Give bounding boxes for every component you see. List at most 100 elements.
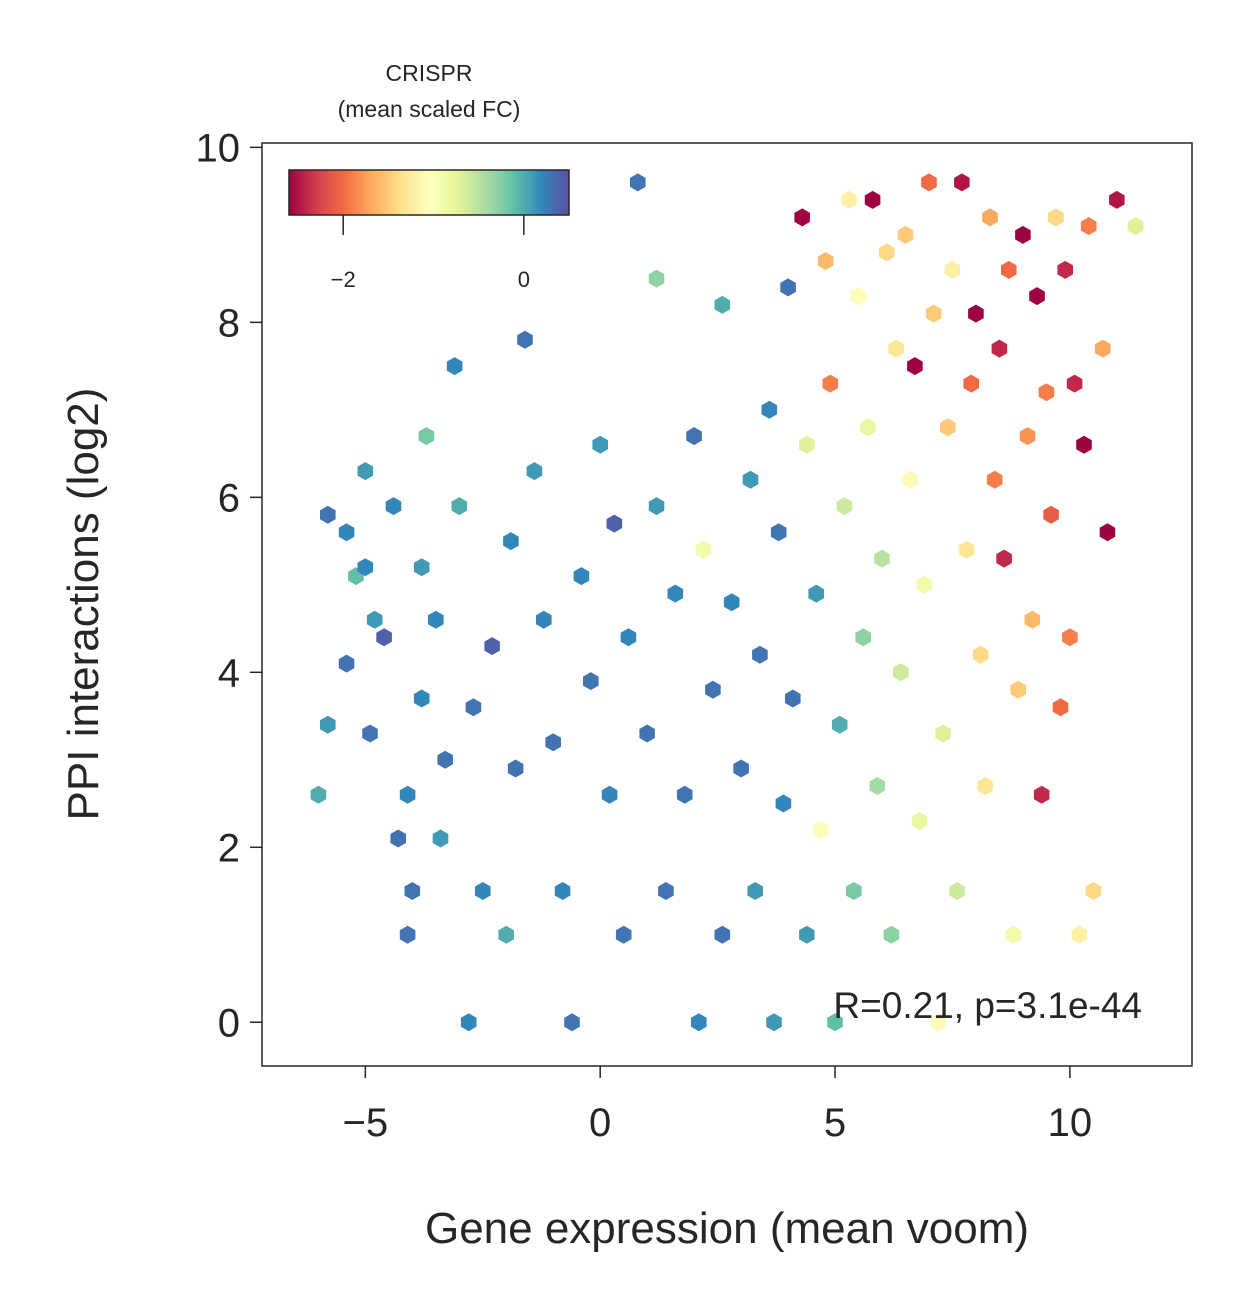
hexbin-cell <box>1048 208 1064 227</box>
colorbar-tick-label: 0 <box>518 267 530 292</box>
hexbin-cell <box>1043 505 1059 524</box>
hexbin-cell <box>376 628 392 647</box>
y-tick-label: 6 <box>218 476 240 520</box>
hexbin-cell <box>907 357 923 376</box>
hexbin-cell <box>583 672 599 691</box>
hexbin-cell <box>958 540 975 559</box>
colorbar: CRISPR (mean scaled FC) −2 0 <box>288 60 570 292</box>
hexbin-cell <box>897 225 914 244</box>
hexbin-cell <box>648 497 665 516</box>
hexbin-cell <box>714 295 731 314</box>
hexbin-cell <box>1010 680 1026 699</box>
hexbin-cell <box>695 540 712 559</box>
hexbin-cell <box>935 724 951 743</box>
hexbin-cell <box>451 497 468 516</box>
hexbin-cell <box>1015 225 1031 244</box>
hexbin-cell <box>813 820 829 839</box>
y-tick-label: 4 <box>218 651 240 695</box>
hexbin-cell <box>385 497 402 516</box>
hexbin-cell <box>1085 882 1102 900</box>
hexbin-cell <box>799 925 815 944</box>
hexbin-cell <box>320 505 336 524</box>
hexbin-cell <box>620 628 637 647</box>
hexbin-cell <box>846 882 862 900</box>
hexbin-cell <box>714 925 731 944</box>
hexbin-cell <box>1001 260 1017 279</box>
hexbin-cell <box>780 278 796 297</box>
hexbin-cell <box>1029 287 1045 306</box>
x-tick-label: 10 <box>1048 1101 1093 1145</box>
hexbin-cell <box>1038 383 1055 402</box>
hexbin-cell <box>831 715 848 734</box>
y-tick-label: 8 <box>218 301 240 345</box>
hexbin-cell <box>925 304 942 323</box>
y-axis-ticks: 0 2 4 6 8 10 <box>196 126 262 1045</box>
hexbin-cell <box>432 829 449 848</box>
hexbin-cell <box>413 689 430 708</box>
colorbar-title-line1: CRISPR <box>386 60 473 86</box>
hexbin-cell <box>785 689 801 708</box>
hexbin-cell <box>836 497 853 516</box>
hexbin-cell <box>507 759 524 778</box>
x-tick-label: −5 <box>343 1101 389 1145</box>
hexbin-cell <box>723 593 740 612</box>
hexbin-cell <box>822 374 839 393</box>
colorbar-tick-label: −2 <box>331 267 356 292</box>
hexbin-cell <box>850 287 867 306</box>
hexbin-cell <box>968 304 984 323</box>
plot-frame <box>261 142 1193 1067</box>
hexbin-cell <box>592 435 608 454</box>
hexbin-cell <box>921 173 937 192</box>
hexbin-cell <box>770 523 787 542</box>
hexbin-cell <box>1080 217 1097 236</box>
hexbin-cell <box>418 427 435 446</box>
hexbin-cell <box>390 829 406 848</box>
hexbin-cell <box>517 330 533 349</box>
hexbin-cell <box>465 698 482 717</box>
hexbin-cell <box>841 190 857 209</box>
hexbin-cell <box>648 269 665 288</box>
hexbin-cell <box>991 339 1008 358</box>
hexbin-cell <box>573 567 590 586</box>
hexbin-cell <box>676 785 693 804</box>
hexbin-cell <box>1066 374 1083 393</box>
hexbin-cell <box>916 575 933 594</box>
hexbin-cell <box>883 925 900 944</box>
hexbin-cell <box>878 243 895 262</box>
hexbin-cell <box>766 1013 782 1032</box>
colorbar-ticks: −2 0 <box>331 215 530 292</box>
hexbin-cell <box>982 208 998 227</box>
y-tick-label: 2 <box>218 826 240 870</box>
hexbin-cell <box>775 794 792 813</box>
hexbin-cell <box>357 462 374 481</box>
hexbin-cell <box>615 925 632 944</box>
hexbin-cell <box>761 400 778 419</box>
hexbin-cell <box>954 173 970 192</box>
hexbin-cell <box>606 514 623 533</box>
hexbin-cell <box>564 1013 580 1032</box>
hexbin-cell <box>752 645 768 664</box>
hexbin-cell <box>630 173 646 192</box>
hexbin-cell <box>733 759 749 778</box>
hexbin-cell <box>799 435 815 454</box>
colorbar-title-line2: (mean scaled FC) <box>338 96 521 122</box>
hexbin-cell <box>1019 427 1036 446</box>
x-axis-label: Gene expression (mean voom) <box>425 1204 1029 1253</box>
hexbin-cell <box>686 427 702 446</box>
hexbin-cell <box>817 252 834 271</box>
hexbin-cell <box>399 785 416 804</box>
hexbin-cell <box>1005 925 1022 944</box>
x-tick-label: 5 <box>824 1101 846 1145</box>
hexbin-cell <box>639 724 655 743</box>
hexbin-cell <box>940 418 956 437</box>
hexbin-cell <box>475 882 491 900</box>
hexbin-cell <box>413 558 430 577</box>
hexbin-cell <box>930 1013 947 1032</box>
hexbin-cell <box>366 610 383 629</box>
hexbin-cell <box>963 374 979 393</box>
hexbin-cell <box>808 584 824 603</box>
colorbar-gradient <box>288 169 570 216</box>
hexbin-cell <box>949 882 965 900</box>
hexbin-cell <box>460 1013 477 1032</box>
y-tick-label: 0 <box>218 1001 240 1045</box>
